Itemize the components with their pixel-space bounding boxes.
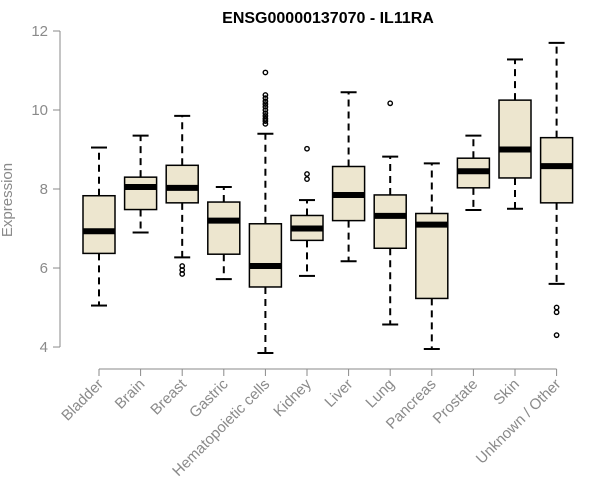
outlier-point <box>553 304 560 311</box>
x-tick-label-breast: Breast <box>147 375 190 418</box>
y-tick-label: 8 <box>40 181 48 198</box>
outlier-point <box>262 110 269 117</box>
outlier-point <box>179 271 186 277</box>
outlier-point <box>262 107 269 113</box>
x-tick-label-kidney: Kidney <box>270 375 315 420</box>
y-tick-label: 6 <box>40 260 48 277</box>
outlier-point <box>387 100 394 107</box>
outlier-point <box>262 113 269 119</box>
box-prostate <box>456 134 491 211</box>
outlier-point <box>262 92 269 98</box>
outlier-point <box>262 118 269 124</box>
box-iqr <box>415 212 449 300</box>
box-liver <box>331 91 366 263</box>
y-axis-label: Expression <box>0 163 16 237</box>
box-pancreas <box>415 162 449 350</box>
outlier-point <box>304 145 310 152</box>
box-iqr <box>82 194 116 255</box>
box-iqr <box>165 164 199 204</box>
box-series <box>82 41 574 354</box>
outlier-point <box>553 309 560 316</box>
y-tick-label: 10 <box>31 102 48 119</box>
box-iqr <box>498 99 532 179</box>
box-hematopoietic-cells <box>248 69 283 354</box>
box-iqr <box>207 201 241 255</box>
x-tick-label-brain: Brain <box>112 376 149 413</box>
outlier-point <box>262 120 269 127</box>
box-unknown-other <box>539 41 574 339</box>
y-axis: 4 6 8 10 12 <box>31 23 61 356</box>
box-iqr <box>248 223 283 288</box>
x-tick-label-skin: Skin <box>490 376 523 409</box>
box-skin <box>498 58 532 210</box>
box-kidney <box>290 145 324 277</box>
box-breast <box>165 114 199 277</box>
x-tick-label-prostate: Prostate <box>430 376 482 428</box>
y-tick-label: 12 <box>31 23 48 40</box>
box-iqr <box>373 194 407 250</box>
chart-title: ENSG00000137070 - IL11RA <box>222 10 434 27</box>
outlier-point <box>262 95 269 102</box>
box-iqr <box>123 176 158 211</box>
outlier-point <box>304 171 310 177</box>
box-gastric <box>207 186 241 281</box>
box-brain <box>123 134 158 234</box>
outlier-point <box>262 115 269 122</box>
outlier-point <box>262 98 269 105</box>
x-tick-label-lung: Lung <box>362 376 398 412</box>
y-tick-label: 4 <box>40 339 48 356</box>
outlier-point <box>553 332 560 339</box>
x-tick-label-bladder: Bladder <box>58 376 107 425</box>
x-tick-label-liver: Liver <box>321 376 356 411</box>
outlier-point <box>262 101 269 107</box>
outlier-point <box>262 103 269 110</box>
outlier-point <box>304 176 310 183</box>
outlier-point <box>262 69 269 76</box>
box-lung <box>373 100 407 326</box>
box-iqr <box>539 136 574 204</box>
box-bladder <box>82 146 116 307</box>
